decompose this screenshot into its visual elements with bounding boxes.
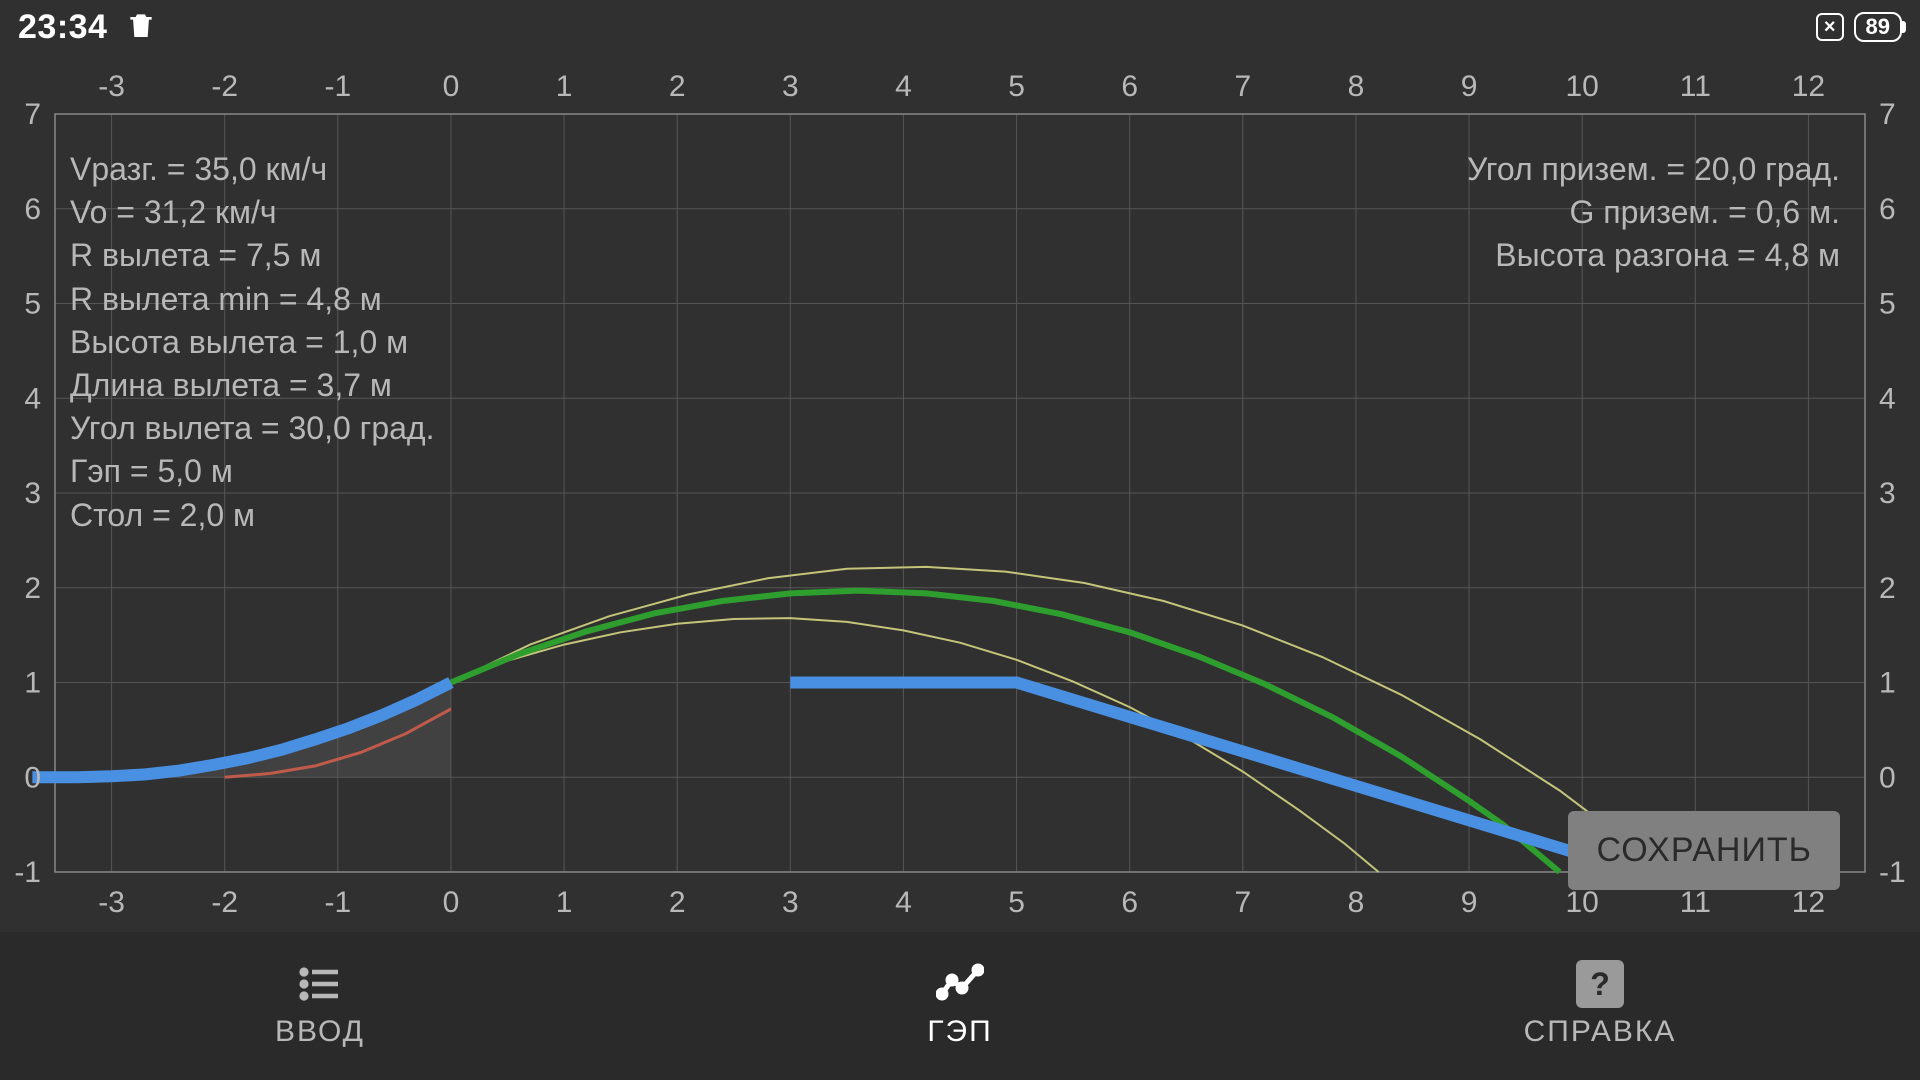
param-line: Угол вылета = 30,0 град. bbox=[70, 407, 434, 450]
param-line: R вылета min = 4,8 м bbox=[70, 278, 434, 321]
param-line: G призем. = 0,6 м. bbox=[1467, 191, 1840, 234]
clock: 23:34 bbox=[18, 8, 107, 47]
svg-text:5: 5 bbox=[1008, 886, 1025, 919]
svg-text:5: 5 bbox=[1879, 288, 1896, 321]
svg-text:1: 1 bbox=[556, 886, 573, 919]
svg-text:2: 2 bbox=[669, 886, 686, 919]
svg-text:3: 3 bbox=[1879, 477, 1896, 510]
svg-text:8: 8 bbox=[1348, 886, 1365, 919]
close-icon[interactable]: × bbox=[1816, 13, 1844, 41]
svg-text:-1: -1 bbox=[324, 70, 351, 103]
svg-text:0: 0 bbox=[443, 886, 460, 919]
svg-text:1: 1 bbox=[556, 70, 573, 103]
svg-text:3: 3 bbox=[782, 70, 799, 103]
help-icon: ? bbox=[1576, 963, 1624, 1005]
svg-text:3: 3 bbox=[24, 477, 41, 510]
trash-icon[interactable] bbox=[125, 9, 157, 46]
svg-text:4: 4 bbox=[1879, 382, 1896, 415]
param-line: Vразг. = 35,0 км/ч bbox=[70, 148, 434, 191]
svg-text:9: 9 bbox=[1461, 886, 1478, 919]
svg-text:5: 5 bbox=[1008, 70, 1025, 103]
svg-text:2: 2 bbox=[1879, 572, 1896, 605]
svg-text:0: 0 bbox=[1879, 761, 1896, 794]
svg-text:0: 0 bbox=[24, 761, 41, 794]
save-button[interactable]: СОХРАНИТЬ bbox=[1568, 811, 1840, 890]
svg-text:3: 3 bbox=[782, 886, 799, 919]
nav-gap-label: ГЭП bbox=[927, 1015, 992, 1049]
svg-text:-1: -1 bbox=[1879, 856, 1906, 889]
svg-text:6: 6 bbox=[1121, 886, 1138, 919]
svg-text:2: 2 bbox=[669, 70, 686, 103]
svg-text:-1: -1 bbox=[324, 886, 351, 919]
svg-text:6: 6 bbox=[24, 193, 41, 226]
list-icon bbox=[296, 963, 344, 1005]
param-line: Высота разгона = 4,8 м bbox=[1467, 234, 1840, 277]
battery-indicator: 89 bbox=[1854, 12, 1902, 42]
svg-text:7: 7 bbox=[1879, 98, 1896, 131]
svg-text:-2: -2 bbox=[211, 70, 238, 103]
svg-text:11: 11 bbox=[1680, 886, 1711, 919]
param-line: Длина вылета = 3,7 м bbox=[70, 364, 434, 407]
svg-text:12: 12 bbox=[1792, 886, 1825, 919]
svg-text:8: 8 bbox=[1348, 70, 1365, 103]
nav-input-label: ВВОД bbox=[275, 1015, 365, 1049]
svg-text:-1: -1 bbox=[14, 856, 41, 889]
svg-text:12: 12 bbox=[1792, 70, 1825, 103]
trajectory-icon bbox=[936, 963, 984, 1005]
svg-text:-3: -3 bbox=[98, 70, 125, 103]
close-glyph: × bbox=[1824, 17, 1836, 37]
svg-text:9: 9 bbox=[1461, 70, 1478, 103]
params-left-overlay: Vразг. = 35,0 км/чVo = 31,2 км/чR вылета… bbox=[70, 148, 434, 537]
svg-text:4: 4 bbox=[895, 886, 912, 919]
svg-text:7: 7 bbox=[1234, 886, 1251, 919]
svg-text:10: 10 bbox=[1566, 886, 1599, 919]
nav-gap[interactable]: ГЭП bbox=[640, 932, 1280, 1080]
svg-text:7: 7 bbox=[1234, 70, 1251, 103]
svg-text:10: 10 bbox=[1566, 70, 1599, 103]
nav-input[interactable]: ВВОД bbox=[0, 932, 640, 1080]
svg-text:-3: -3 bbox=[98, 886, 125, 919]
svg-text:4: 4 bbox=[895, 70, 912, 103]
battery-percent: 89 bbox=[1866, 14, 1890, 40]
param-line: Vo = 31,2 км/ч bbox=[70, 191, 434, 234]
nav-help[interactable]: ? СПРАВКА bbox=[1280, 932, 1920, 1080]
svg-text:7: 7 bbox=[24, 98, 41, 131]
svg-text:0: 0 bbox=[443, 70, 460, 103]
nav-help-label: СПРАВКА bbox=[1524, 1015, 1677, 1049]
svg-text:4: 4 bbox=[24, 382, 41, 415]
svg-text:-2: -2 bbox=[211, 886, 238, 919]
param-line: R вылета = 7,5 м bbox=[70, 234, 434, 277]
status-bar: 23:34 × 89 bbox=[0, 0, 1920, 54]
svg-text:1: 1 bbox=[1879, 667, 1896, 700]
bottom-nav: ВВОД ГЭП ? СПРАВКА bbox=[0, 932, 1920, 1080]
param-line: Угол призем. = 20,0 град. bbox=[1467, 148, 1840, 191]
svg-text:2: 2 bbox=[24, 572, 41, 605]
svg-text:5: 5 bbox=[24, 288, 41, 321]
param-line: Стол = 2,0 м bbox=[70, 494, 434, 537]
param-line: Высота вылета = 1,0 м bbox=[70, 321, 434, 364]
params-right-overlay: Угол призем. = 20,0 град.G призем. = 0,6… bbox=[1467, 148, 1840, 278]
svg-text:6: 6 bbox=[1879, 193, 1896, 226]
svg-text:6: 6 bbox=[1121, 70, 1138, 103]
svg-text:1: 1 bbox=[24, 667, 41, 700]
param-line: Гэп = 5,0 м bbox=[70, 450, 434, 493]
svg-text:11: 11 bbox=[1680, 70, 1711, 103]
